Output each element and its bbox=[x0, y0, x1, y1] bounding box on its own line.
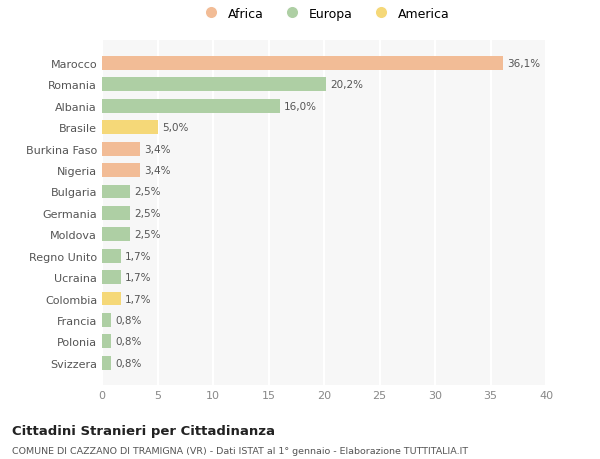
Bar bbox=[102, 356, 111, 370]
Text: COMUNE DI CAZZANO DI TRAMIGNA (VR) - Dati ISTAT al 1° gennaio - Elaborazione TUT: COMUNE DI CAZZANO DI TRAMIGNA (VR) - Dat… bbox=[12, 447, 468, 455]
Bar bbox=[102, 228, 130, 242]
Text: 5,0%: 5,0% bbox=[162, 123, 188, 133]
Bar bbox=[102, 57, 503, 71]
Text: 0,8%: 0,8% bbox=[115, 315, 142, 325]
Bar bbox=[102, 121, 158, 135]
Bar bbox=[102, 313, 111, 327]
Bar bbox=[102, 100, 280, 113]
Text: 0,8%: 0,8% bbox=[115, 336, 142, 347]
Text: 20,2%: 20,2% bbox=[331, 80, 364, 90]
Text: 0,8%: 0,8% bbox=[115, 358, 142, 368]
Text: Cittadini Stranieri per Cittadinanza: Cittadini Stranieri per Cittadinanza bbox=[12, 424, 275, 437]
Bar bbox=[102, 335, 111, 348]
Text: 1,7%: 1,7% bbox=[125, 251, 152, 261]
Bar bbox=[102, 207, 130, 220]
Text: 16,0%: 16,0% bbox=[284, 101, 317, 112]
Bar bbox=[102, 249, 121, 263]
Bar bbox=[102, 142, 140, 157]
Text: 1,7%: 1,7% bbox=[125, 273, 152, 282]
Text: 2,5%: 2,5% bbox=[134, 187, 161, 197]
Text: 2,5%: 2,5% bbox=[134, 208, 161, 218]
Legend: Africa, Europa, America: Africa, Europa, America bbox=[193, 3, 455, 26]
Bar bbox=[102, 185, 130, 199]
Bar bbox=[102, 270, 121, 285]
Text: 36,1%: 36,1% bbox=[507, 59, 540, 69]
Bar bbox=[102, 164, 140, 178]
Bar bbox=[102, 292, 121, 306]
Bar bbox=[102, 78, 326, 92]
Text: 2,5%: 2,5% bbox=[134, 230, 161, 240]
Text: 3,4%: 3,4% bbox=[144, 166, 170, 176]
Text: 1,7%: 1,7% bbox=[125, 294, 152, 304]
Text: 3,4%: 3,4% bbox=[144, 145, 170, 154]
